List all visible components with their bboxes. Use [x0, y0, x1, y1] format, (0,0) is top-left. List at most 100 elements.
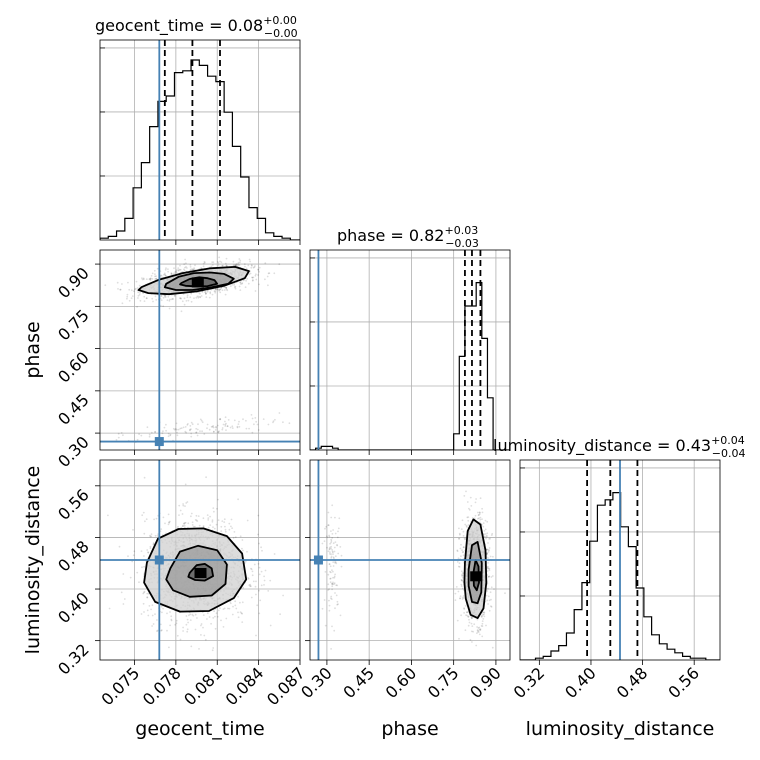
phase-vs-geocent-time-point [238, 425, 241, 428]
luminosity-distance-vs-geocent-time-point [194, 628, 197, 631]
phase-vs-geocent-time-point [224, 423, 227, 426]
luminosity-distance-vs-geocent-time-point [153, 518, 156, 521]
phase-vs-geocent-time-point [171, 297, 174, 300]
luminosity-distance-vs-phase-point [335, 584, 338, 587]
phase-vs-geocent-time-point [238, 285, 241, 288]
luminosity-distance-vs-geocent-time-density-peak [194, 568, 207, 578]
luminosity-distance-vs-phase-point [468, 509, 471, 511]
phase-vs-geocent-time-point [122, 434, 124, 437]
phase-vs-geocent-time-point [97, 437, 99, 439]
phase-vs-geocent-time-point [237, 265, 239, 267]
luminosity-distance-vs-geocent-time-point [217, 609, 220, 612]
phase-vs-geocent-time-point [233, 419, 236, 422]
luminosity-distance-vs-geocent-time-point [194, 613, 197, 616]
phase-vs-geocent-time-point [221, 264, 224, 267]
luminosity-distance-vs-phase-point [463, 608, 466, 610]
luminosity-distance-vs-geocent-time-point [147, 614, 150, 617]
luminosity-distance-vs-phase-point [462, 597, 465, 599]
luminosity-distance-vs-geocent-time-point [200, 623, 203, 625]
phase-vs-geocent-time-point [137, 291, 140, 294]
phase-vs-geocent-time-point [218, 418, 221, 421]
luminosity-distance-vs-geocent-time-point [167, 513, 170, 516]
phase-vs-geocent-time-point [120, 432, 123, 434]
phase-vs-geocent-time-point [212, 431, 215, 433]
luminosity-distance-vs-geocent-time-point [184, 483, 187, 486]
phase-vs-geocent-time-point [133, 290, 135, 293]
luminosity-distance-vs-geocent-time-point [192, 525, 195, 528]
luminosity-distance-vs-phase-point [463, 607, 465, 610]
luminosity-distance-vs-geocent-time-point [256, 604, 259, 607]
luminosity-distance-vs-phase-point [490, 598, 492, 601]
luminosity-distance-vs-phase-point [481, 622, 484, 625]
phase-vs-geocent-time-point [154, 295, 157, 298]
phase-vs-geocent-time-point [185, 431, 188, 434]
luminosity-distance-vs-geocent-time-point [149, 535, 152, 538]
phase-vs-geocent-time-point [160, 274, 163, 277]
luminosity-distance-vs-phase-point [327, 573, 330, 576]
phase-vs-geocent-time-point [253, 423, 255, 426]
phase-vs-geocent-time-point [128, 288, 131, 291]
luminosity-distance-vs-geocent-time-point [242, 586, 245, 589]
luminosity-distance-vs-geocent-time-point [212, 617, 215, 619]
phase-vs-geocent-time-point [183, 303, 186, 306]
luminosity-distance-vs-phase-point [330, 598, 333, 600]
luminosity-distance-vs-phase-point [332, 542, 335, 545]
phase-vs-geocent-time-point [219, 418, 222, 421]
luminosity-distance-vs-phase-point [336, 544, 338, 546]
luminosity-distance-vs-phase-point [484, 535, 486, 538]
luminosity-distance-vs-geocent-time-point [107, 514, 109, 517]
phase-vs-geocent-time-point [178, 268, 181, 271]
luminosity-distance-vs-phase-point [334, 532, 337, 535]
luminosity-distance-vs-phase-point [475, 644, 478, 647]
phase-vs-geocent-time-point [225, 257, 228, 260]
phase-vs-geocent-time-point [197, 295, 200, 298]
luminosity-distance-vs-phase-point [487, 603, 489, 605]
phase-vs-geocent-time-point [142, 278, 145, 281]
luminosity-distance-vs-phase-point [331, 537, 334, 539]
luminosity-distance-vs-geocent-time-point [207, 519, 210, 521]
luminosity-distance-vs-geocent-time-point [146, 549, 149, 551]
phase-vs-geocent-time-point [252, 279, 254, 281]
title-luminosity-distance-sup: +0.04 [711, 434, 745, 447]
phase-vs-geocent-time-point [141, 278, 144, 281]
luminosity-distance-vs-phase-point [485, 537, 487, 540]
phase-vs-geocent-time-point [250, 414, 253, 416]
luminosity-distance-vs-phase-point [330, 553, 332, 556]
luminosity-distance-vs-phase-point [330, 538, 333, 541]
luminosity-distance-vs-phase-point [459, 597, 461, 600]
luminosity-distance-vs-phase-point [462, 535, 465, 537]
phase-vs-geocent-time-point [239, 281, 242, 284]
luminosity-distance-vs-phase-point [333, 546, 336, 549]
phase-vs-geocent-time-point [176, 269, 178, 271]
luminosity-distance-vs-geocent-time-point [241, 547, 243, 550]
luminosity-distance-vs-geocent-time-point [149, 547, 152, 550]
phase-vs-geocent-time-point [237, 423, 240, 425]
luminosity-distance-vs-geocent-time-point [160, 629, 163, 632]
luminosity-distance-vs-phase-point [337, 530, 339, 533]
luminosity-distance-vs-phase-point [473, 623, 476, 626]
phase-vs-geocent-time-point [249, 260, 252, 263]
luminosity-distance-vs-phase-contour-outer [463, 518, 488, 619]
luminosity-distance-vs-geocent-time-point [188, 614, 190, 617]
phase-vs-geocent-time-point [165, 423, 167, 426]
phase-vs-geocent-time-point [138, 433, 141, 435]
phase-vs-geocent-time-point [218, 430, 220, 433]
xtick-label-geocent-time: 0.084 [222, 663, 268, 709]
luminosity-distance-vs-phase-point [477, 629, 480, 632]
luminosity-distance-vs-geocent-time-point [148, 605, 151, 607]
phase-vs-geocent-time-point [179, 427, 182, 430]
phase-vs-geocent-time-point [253, 266, 256, 269]
luminosity-distance-vs-phase-point [487, 595, 490, 598]
luminosity-distance-vs-geocent-time-point [175, 622, 178, 625]
ytick-label-phase: 0.75 [54, 306, 93, 345]
luminosity-distance-vs-phase-point [328, 534, 330, 537]
phase-vs-geocent-time-point [219, 418, 222, 420]
phase-vs-geocent-time-point [195, 296, 198, 299]
phase-vs-geocent-time-point [137, 297, 139, 299]
luminosity-distance-vs-phase-point [461, 574, 464, 577]
luminosity-distance-vs-phase-point [477, 511, 479, 514]
luminosity-distance-vs-geocent-time-point [169, 611, 171, 613]
phase-vs-geocent-time-point [151, 297, 154, 300]
luminosity-distance-vs-phase-point [467, 624, 470, 627]
luminosity-distance-vs-geocent-time-point [241, 621, 244, 623]
